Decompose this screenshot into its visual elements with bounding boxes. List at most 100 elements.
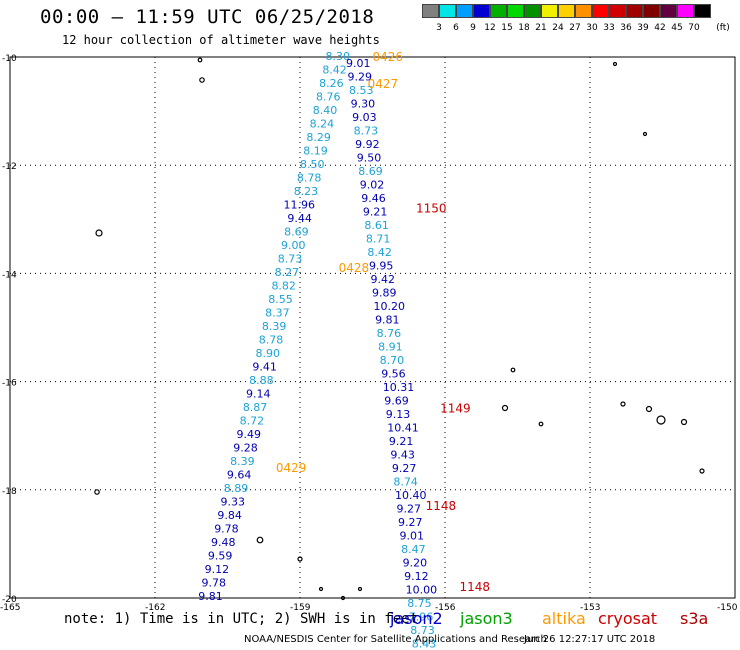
swh-value-label: 8.69 [284, 226, 309, 239]
colorbar-tick-label: 42 [654, 23, 666, 33]
page-subtitle: 12 hour collection of altimeter wave hei… [62, 33, 380, 47]
swh-value-label: 9.92 [355, 138, 380, 151]
swh-value-label: 9.48 [211, 536, 236, 549]
colorbar-tick-label: 30 [586, 23, 598, 33]
colorbar-tick-label: 33 [603, 23, 615, 33]
colorbar-swatch [643, 4, 660, 18]
swh-value-label: 10.20 [374, 300, 406, 313]
swh-value-label: 9.03 [352, 111, 377, 124]
swh-value-label: 9.50 [357, 152, 382, 165]
colorbar-tick-label: 21 [535, 23, 547, 33]
swh-value-label: 8.42 [322, 64, 347, 77]
island-marker [256, 536, 264, 544]
colorbar-tick-label: 9 [470, 23, 476, 33]
colorbar-swatch [473, 4, 490, 18]
colorbar-unit-label: (ft) [716, 23, 730, 33]
credit-text: NOAA/NESDIS Center for Satellite Applica… [244, 634, 547, 645]
colorbar-swatch [456, 4, 473, 18]
swh-value-label: 8.29 [306, 131, 331, 144]
page-title: 00:00 – 11:59 UTC 06/25/2018 [40, 6, 375, 28]
swh-value-label: 9.84 [217, 509, 242, 522]
swh-value-label: 9.13 [386, 408, 411, 421]
island-marker [538, 421, 544, 427]
swh-value-label: 10.41 [387, 422, 419, 435]
swh-value-label: 9.14 [246, 388, 271, 401]
y-tick-label: -16 [2, 379, 17, 389]
island-marker [95, 229, 103, 237]
island-marker [197, 57, 203, 63]
swh-value-label: 8.76 [377, 327, 402, 340]
swh-value-label: 9.27 [392, 462, 417, 475]
swh-value-label: 10.40 [395, 489, 427, 502]
swh-value-label: 8.40 [313, 104, 338, 117]
legend-entry-jason3: jason3 [460, 609, 513, 628]
swh-value-label: 9.69 [384, 395, 409, 408]
colorbar-tick-label: 36 [620, 23, 632, 33]
colorbar-swatch [592, 4, 609, 18]
colorbar-swatch [558, 4, 575, 18]
island-marker [612, 61, 618, 67]
colorbar-tick-label: 45 [671, 23, 683, 33]
swh-value-label: 9.81 [198, 590, 223, 603]
swh-value-label: 9.46 [361, 192, 386, 205]
colorbar-tick-label: 27 [569, 23, 581, 33]
swh-value-label: 8.69 [358, 165, 383, 178]
colorbar-tick-label: 6 [453, 23, 459, 33]
island-marker [340, 595, 346, 601]
swh-value-label: 8.27 [275, 266, 300, 279]
pass-time-label: 0428 [339, 261, 370, 275]
swh-value-label: 8.72 [240, 415, 265, 428]
colorbar-swatch [541, 4, 558, 18]
swh-value-label: 8.71 [366, 233, 391, 246]
swh-value-label: 8.78 [297, 172, 322, 185]
swh-value-label: 8.75 [407, 597, 432, 610]
swh-value-label: 9.12 [404, 570, 429, 583]
swh-value-label: 8.26 [319, 77, 344, 90]
x-tick-label: -159 [290, 603, 311, 613]
pass-time-label: 1148 [460, 580, 491, 594]
swh-value-label: 9.64 [227, 469, 252, 482]
x-tick-label: -150 [717, 603, 738, 613]
pass-time-label: 0429 [276, 461, 307, 475]
swh-value-label: 8.43 [412, 638, 437, 650]
swh-value-label: 8.23 [294, 185, 319, 198]
x-tick-label: -156 [435, 603, 456, 613]
swh-value-label: 8.82 [271, 280, 296, 293]
swh-value-label: 8.73 [410, 624, 435, 637]
swh-value-label: 9.01 [400, 530, 425, 543]
swh-value-label: 9.00 [281, 239, 306, 252]
pass-time-label: 0426 [373, 50, 404, 64]
swh-value-label: 9.29 [348, 71, 373, 84]
swh-value-label: 9.21 [389, 435, 414, 448]
island-marker [199, 77, 205, 83]
swh-value-label: 10.00 [406, 584, 438, 597]
pass-time-label: 1150 [416, 201, 447, 215]
island-marker [94, 489, 100, 495]
swh-value-label: 8.42 [367, 246, 392, 259]
swh-value-label: 9.95 [369, 260, 394, 273]
colorbar-swatch [507, 4, 524, 18]
x-tick-label: -153 [580, 603, 600, 613]
swh-value-label: 9.56 [381, 368, 406, 381]
y-tick-label: -12 [2, 162, 17, 172]
swh-value-label: 8.74 [393, 476, 418, 489]
plot-frame [9, 56, 736, 599]
island-marker [297, 556, 303, 562]
swh-value-label: 9.49 [236, 428, 261, 441]
swh-value-label: 8.90 [256, 347, 281, 360]
colorbar-swatch [694, 4, 711, 18]
swh-value-label: 9.42 [370, 273, 395, 286]
island-marker [357, 586, 363, 592]
x-tick-label: -162 [145, 603, 165, 613]
legend-entry-altika: altika [542, 609, 586, 628]
island-marker [699, 468, 705, 474]
island-marker [510, 367, 516, 373]
swh-value-label: 8.55 [268, 293, 293, 306]
swh-value-label: 9.78 [201, 577, 226, 590]
swh-value-label: 9.30 [351, 98, 376, 111]
swh-value-label: 8.47 [401, 543, 426, 556]
swh-value-label: 9.12 [205, 563, 230, 576]
colorbar-swatch [439, 4, 456, 18]
swh-value-label: 8.88 [249, 374, 274, 387]
